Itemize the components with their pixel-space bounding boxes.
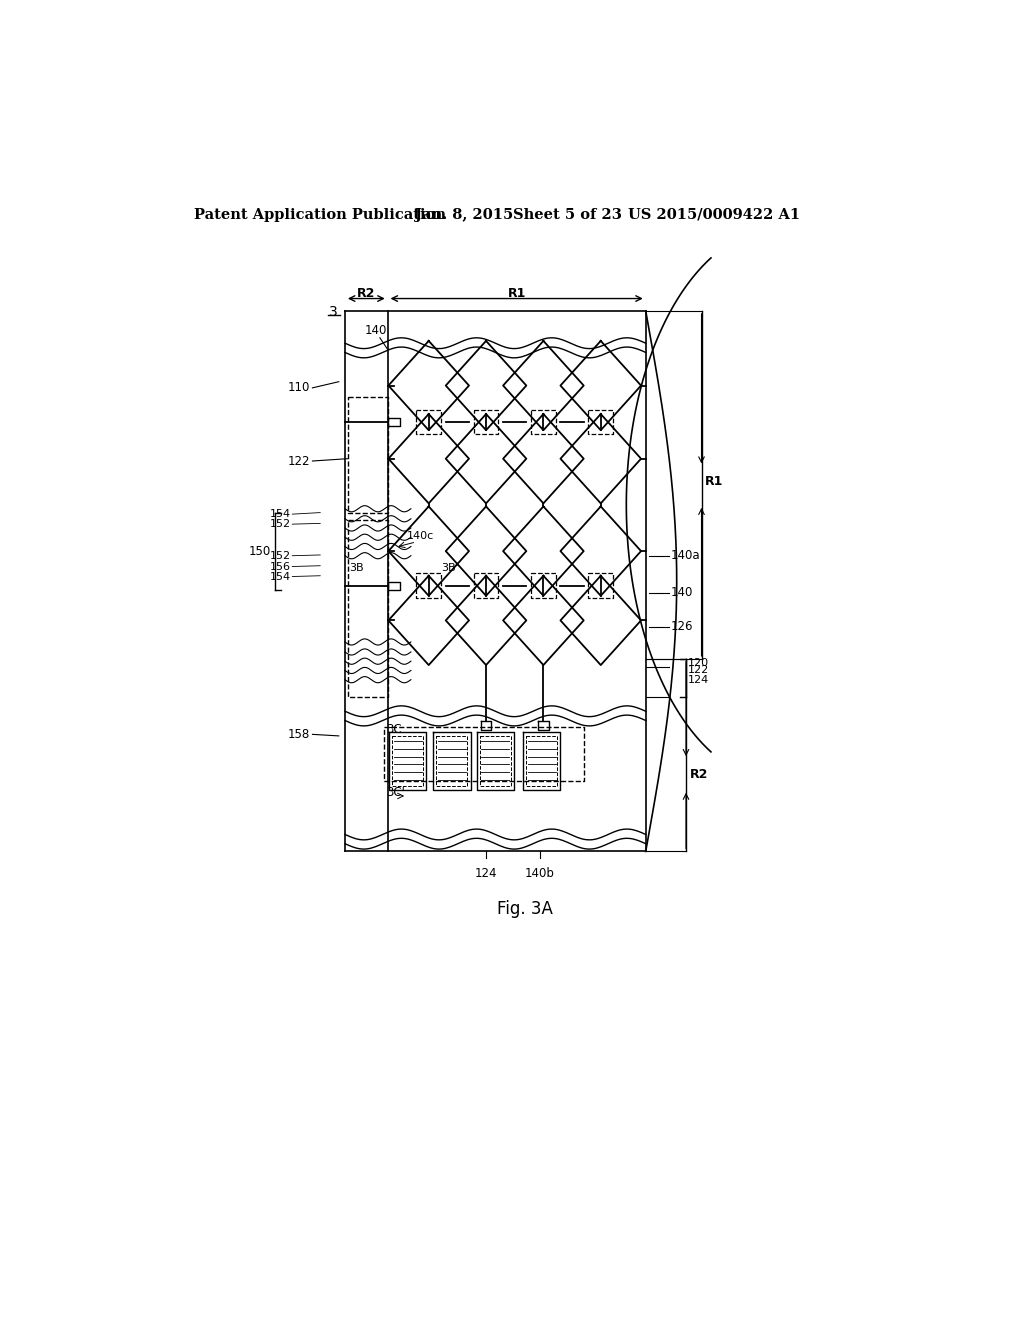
Text: 3C': 3C' — [386, 785, 404, 799]
Text: 124: 124 — [688, 675, 710, 685]
Text: Jan. 8, 2015: Jan. 8, 2015 — [415, 207, 513, 222]
Text: 154: 154 — [269, 572, 291, 582]
Text: 140a: 140a — [671, 549, 700, 562]
Text: 140: 140 — [365, 325, 387, 338]
Text: Sheet 5 of 23: Sheet 5 of 23 — [513, 207, 622, 222]
Text: R2: R2 — [357, 286, 376, 300]
Text: 3: 3 — [329, 305, 338, 319]
Text: Fig. 3A: Fig. 3A — [497, 900, 553, 919]
Text: 154: 154 — [269, 510, 291, 519]
Text: R2: R2 — [690, 768, 709, 781]
Text: 126: 126 — [671, 620, 693, 634]
Text: 124: 124 — [475, 867, 498, 880]
Text: 110: 110 — [288, 381, 310, 395]
Text: 158: 158 — [288, 727, 310, 741]
Text: 140b: 140b — [524, 867, 554, 880]
Text: Patent Application Publication: Patent Application Publication — [194, 207, 445, 222]
Text: 152: 152 — [269, 550, 291, 561]
Text: 120: 120 — [688, 657, 710, 668]
Text: R1: R1 — [706, 475, 724, 488]
Text: US 2015/0009422 A1: US 2015/0009422 A1 — [628, 207, 800, 222]
Text: 3B': 3B' — [440, 564, 459, 573]
Text: 122: 122 — [288, 454, 310, 467]
Text: 150: 150 — [249, 545, 271, 557]
Text: 122: 122 — [688, 665, 710, 676]
Text: 156: 156 — [269, 561, 291, 572]
Text: 140: 140 — [671, 586, 693, 599]
Text: R1: R1 — [508, 286, 526, 300]
Text: 152: 152 — [269, 519, 291, 529]
Text: 3C: 3C — [386, 723, 401, 737]
Text: 140c: 140c — [407, 531, 434, 541]
Text: 3B: 3B — [349, 564, 364, 573]
